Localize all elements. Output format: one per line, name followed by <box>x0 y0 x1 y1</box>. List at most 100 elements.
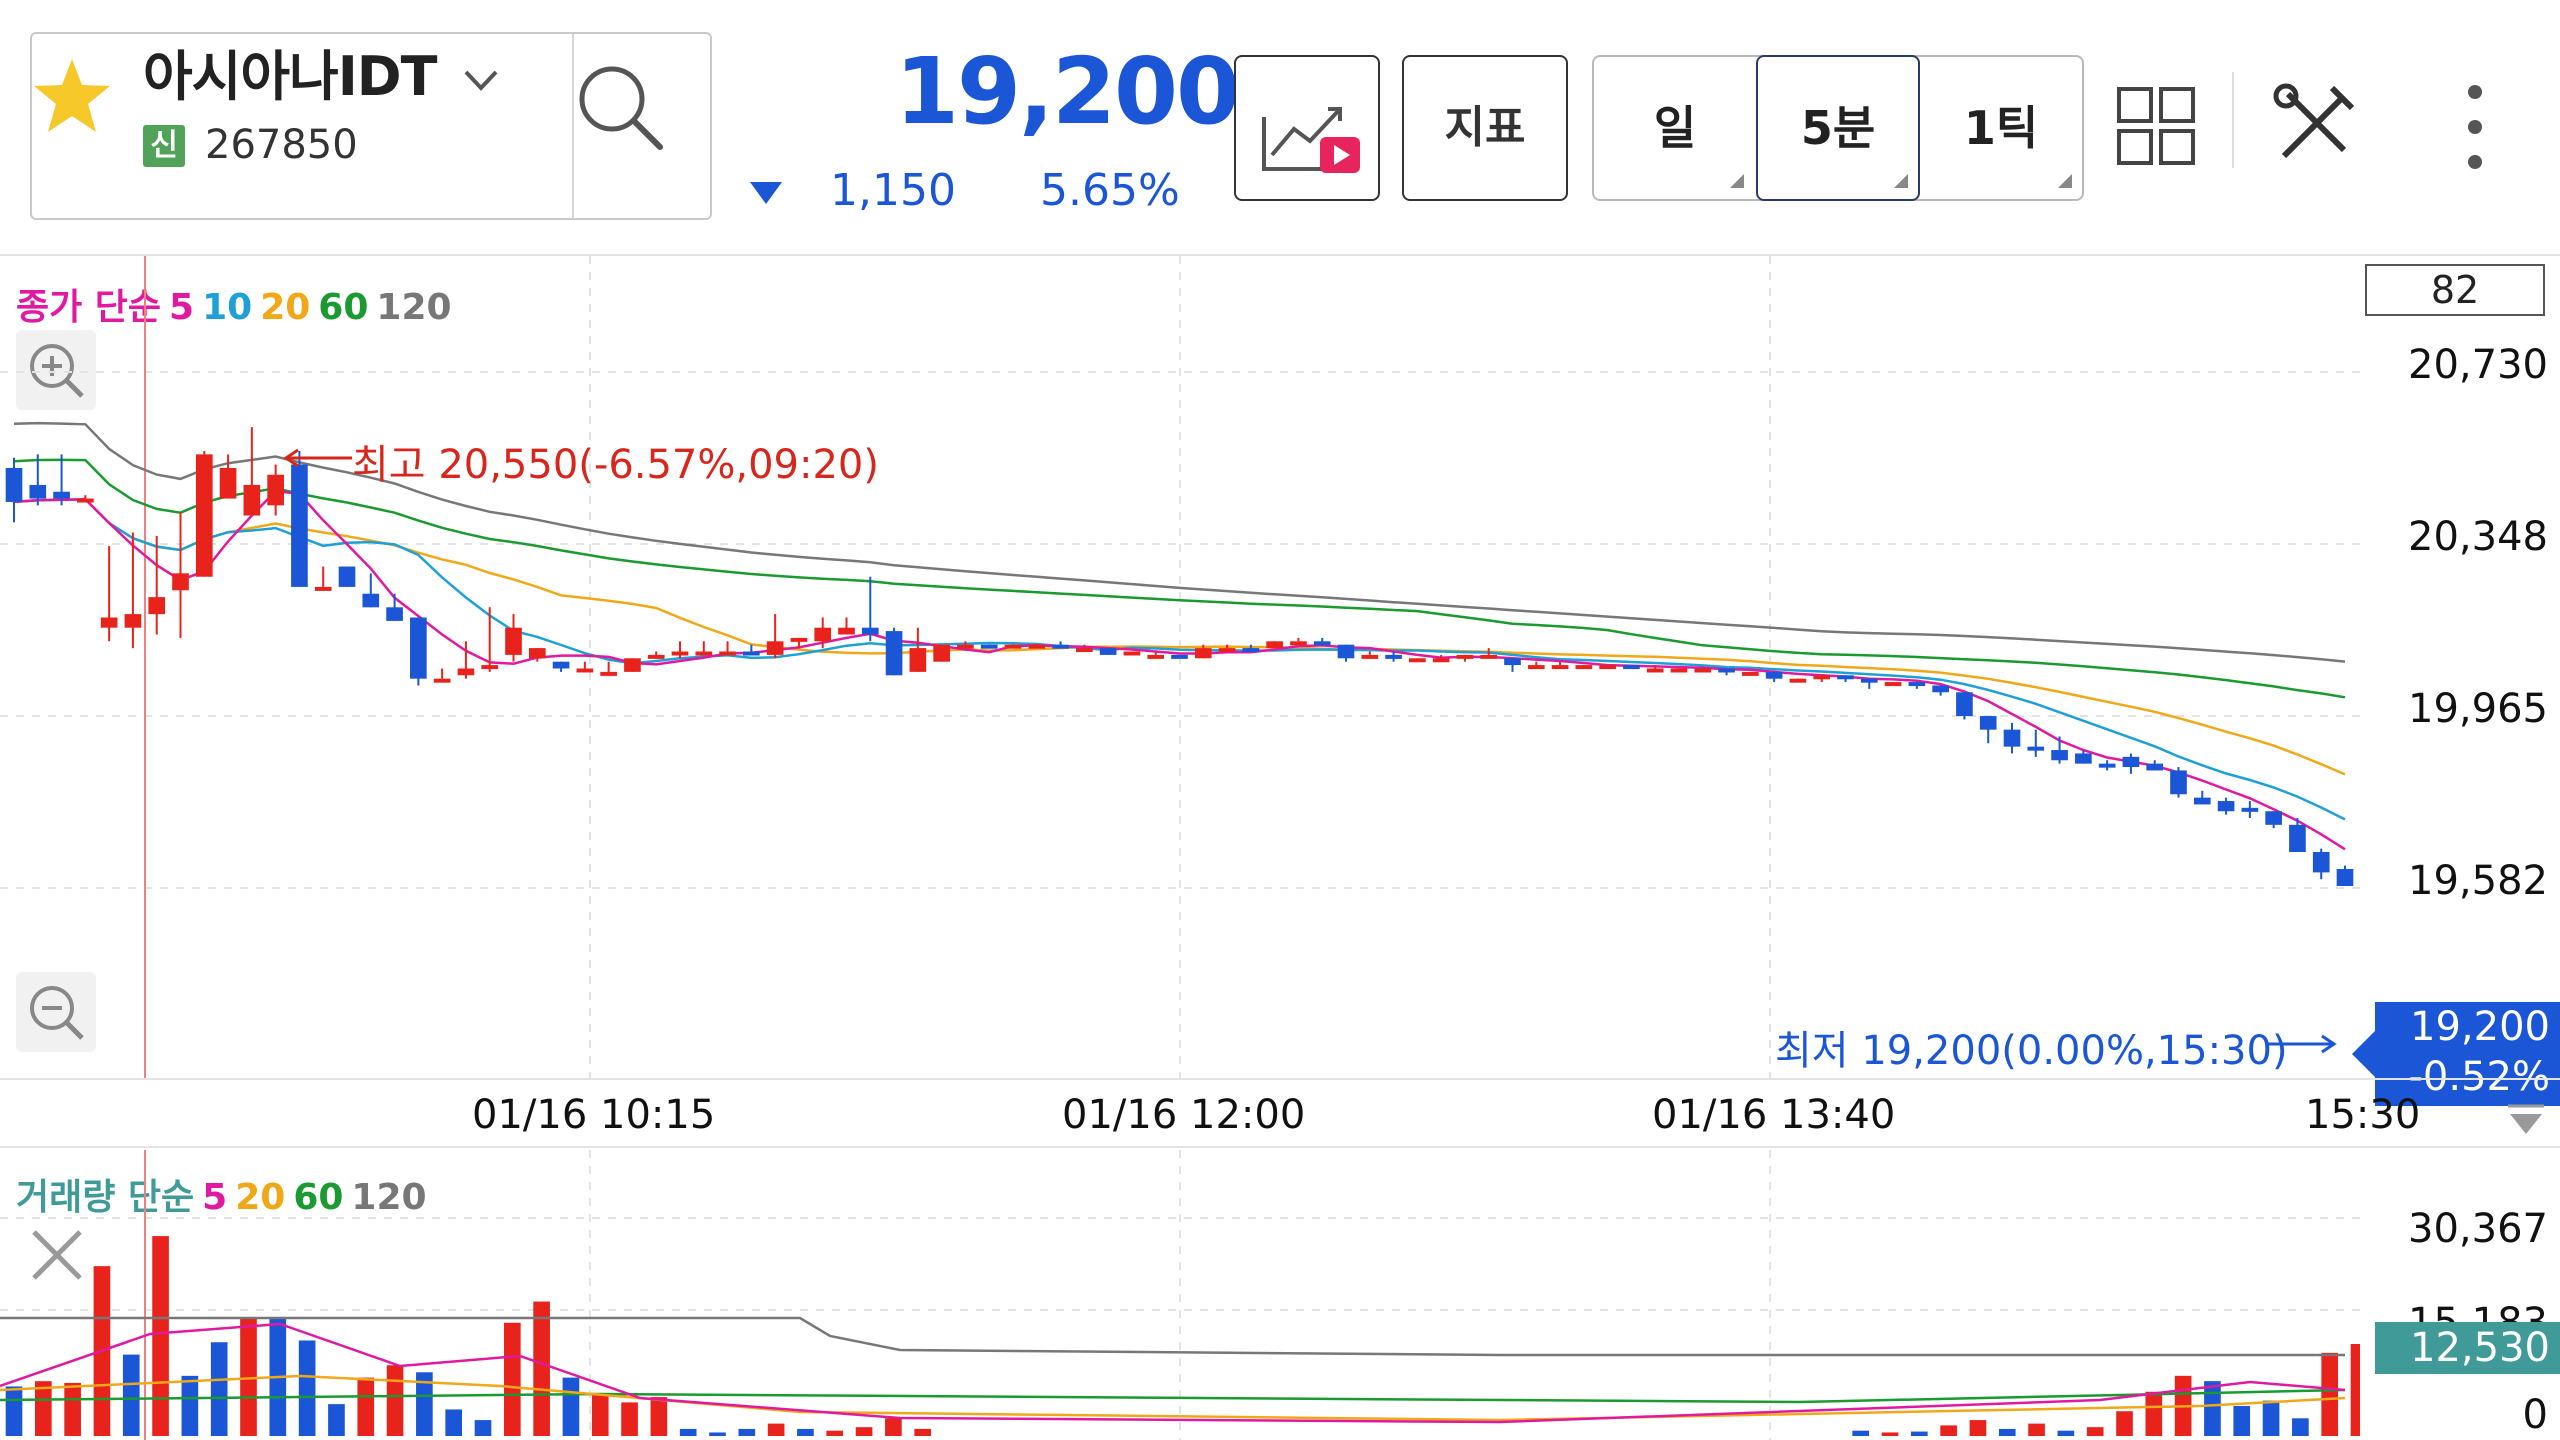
candle-body <box>1646 668 1664 673</box>
volume-chart-canvas[interactable] <box>0 1150 2360 1440</box>
candle-body <box>1004 644 1022 649</box>
volume-ma-legend[interactable]: 거래량 단순 5 20 60 120 <box>16 1168 435 1220</box>
ma120-label: 120 <box>376 287 452 328</box>
price-change: 1,150 <box>830 165 956 216</box>
period-1tick[interactable]: 1틱 <box>1963 101 2039 155</box>
zoom-in-button[interactable] <box>16 330 96 410</box>
candle-body <box>838 627 855 635</box>
candle-body <box>1670 668 1688 673</box>
candle-body <box>29 484 47 499</box>
volume-legend-prefix: 거래량 단순 <box>16 1177 195 1218</box>
price-y-label: 19,582 <box>2408 858 2548 904</box>
candle-body <box>362 593 380 608</box>
layout-grid-icon[interactable] <box>2116 86 2196 166</box>
candle-body <box>457 668 475 676</box>
volume-bar <box>2116 1411 2133 1436</box>
price-down-arrow-icon <box>750 182 782 204</box>
candle-body <box>743 651 760 656</box>
volume-bar <box>650 1397 668 1436</box>
candle-body <box>671 651 689 656</box>
collapse-arrow-icon[interactable] <box>2506 1104 2546 1138</box>
volume-panel-top <box>0 1146 2560 1148</box>
stock-name[interactable]: 아시아나IDT <box>143 45 437 108</box>
candle-body <box>314 586 332 591</box>
time-axis-label: 01/16 13:40 <box>1652 1092 1896 1138</box>
candle-body <box>148 597 166 615</box>
candle-body <box>5 467 23 502</box>
more-menu-icon[interactable] <box>2460 82 2490 172</box>
vol-ma120-label: 120 <box>351 1177 427 1218</box>
candle-body <box>1884 682 1902 687</box>
volume-bar <box>2233 1405 2251 1436</box>
volume-bar <box>357 1377 375 1436</box>
volume-bar <box>767 1423 785 1436</box>
candle-body <box>1313 641 1331 646</box>
price-ma-legend[interactable]: 종가 단순 5 10 20 60 120 <box>16 278 460 330</box>
volume-y-label: 30,367 <box>2408 1206 2548 1252</box>
candle-body <box>1385 654 1402 659</box>
candle-body <box>2098 763 2116 768</box>
candle-body <box>2265 811 2282 825</box>
candle-body <box>1527 665 1545 670</box>
volume-bar <box>474 1420 492 1436</box>
period-1tick-corner-icon <box>2058 174 2072 188</box>
ma20-label: 20 <box>260 287 311 328</box>
volume-bar <box>2292 1418 2309 1436</box>
chart-video-button[interactable] <box>1234 55 1380 201</box>
candle-body <box>2146 763 2164 771</box>
candle-body <box>1409 658 1426 663</box>
tools-icon[interactable] <box>2270 80 2360 170</box>
indicator-button[interactable]: 지표 <box>1402 55 1568 201</box>
ma10-label: 10 <box>202 287 253 328</box>
volume-bar <box>855 1427 873 1436</box>
favorite-star-icon[interactable] <box>30 55 114 139</box>
chevron-down-icon[interactable] <box>458 58 504 104</box>
candle-body <box>1194 648 1212 659</box>
volume-bar <box>503 1322 521 1436</box>
candle-body <box>195 454 213 577</box>
candle-body <box>1956 692 1973 717</box>
candle-body <box>1789 678 1807 683</box>
period-day[interactable]: 일 <box>1653 101 1697 155</box>
candle-body <box>1242 648 1260 653</box>
high-arrow-icon <box>283 448 352 468</box>
candle-body <box>2193 797 2211 805</box>
candle-body <box>77 498 94 503</box>
candle-body <box>861 627 879 635</box>
high-annotation: 최고 20,550(-6.57%,09:20) <box>352 442 879 488</box>
volume-bar <box>34 1381 52 1436</box>
candle-body <box>1908 682 1926 687</box>
candle-body <box>624 658 641 672</box>
zoom-out-button[interactable] <box>16 972 96 1052</box>
candle-body <box>1337 644 1355 659</box>
candle-body <box>267 474 284 506</box>
candle-body <box>1456 654 1474 659</box>
volume-bar <box>122 1354 140 1436</box>
period-5min[interactable]: 5분 <box>1800 101 1876 155</box>
candle-body <box>1432 658 1450 663</box>
volume-bar <box>386 1365 404 1436</box>
price-chart-canvas[interactable] <box>0 256 2360 1080</box>
last-volume-tag: 12,530 <box>2375 1322 2560 1374</box>
volume-bar <box>298 1340 316 1436</box>
candle-body <box>1480 654 1498 659</box>
candle-body <box>1052 644 1069 649</box>
search-icon[interactable] <box>568 55 678 165</box>
low-arrow-icon <box>2268 1034 2337 1054</box>
volume-bar <box>2204 1381 2221 1436</box>
stock-code: 267850 <box>205 122 358 168</box>
candle-body <box>1813 675 1831 680</box>
candle-body <box>1076 648 1093 653</box>
candle-body <box>933 644 950 662</box>
volume-bar <box>826 1430 844 1436</box>
vol-ma60-line <box>0 1388 2346 1404</box>
close-volume-icon[interactable] <box>24 1222 90 1288</box>
vol-ma5-label: 5 <box>202 1177 228 1218</box>
volume-y-label: 0 <box>2522 1392 2548 1438</box>
volume-bar <box>738 1428 756 1436</box>
candle-body <box>124 614 142 628</box>
candle-body <box>528 648 546 659</box>
candle-body <box>1099 648 1117 655</box>
candle-body <box>790 637 808 642</box>
candle-body <box>1860 678 1878 683</box>
